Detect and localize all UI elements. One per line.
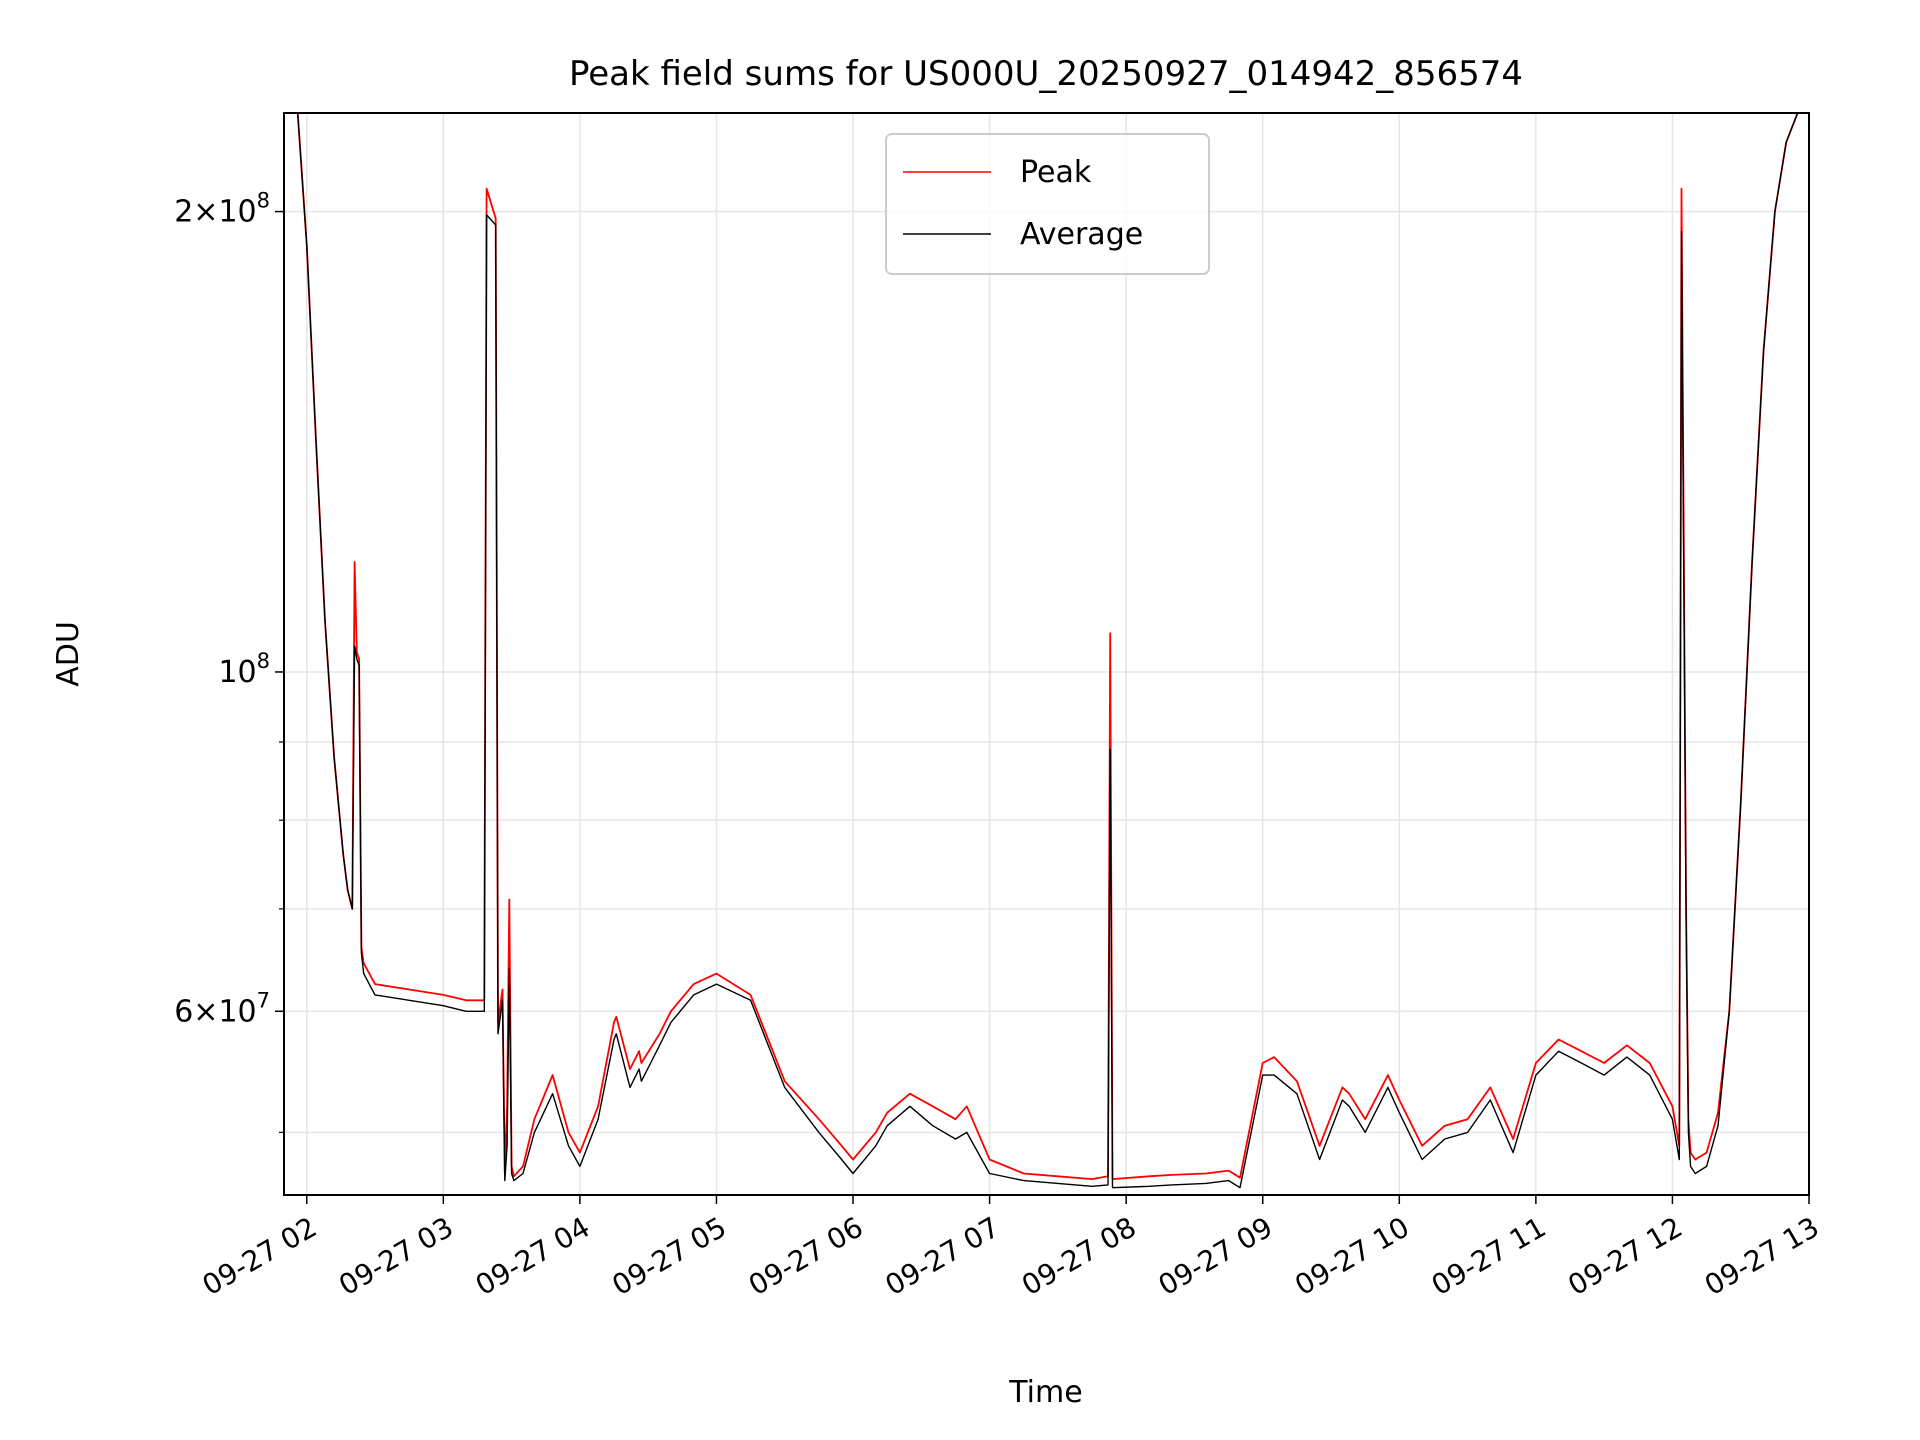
legend-label-average: Average <box>1020 217 1143 252</box>
series-layer <box>284 113 1809 1189</box>
x-axis-label: Time <box>1008 1375 1082 1410</box>
y-axis-label: ADU <box>51 621 86 687</box>
y-tick-label: 6×107 <box>174 988 270 1029</box>
legend-box <box>885 133 1210 275</box>
legend: Peak Average <box>885 133 1210 275</box>
plot-frame <box>283 112 1810 1196</box>
series-line-peak <box>284 113 1809 1180</box>
y-tick-label: 2×108 <box>174 189 270 230</box>
y-tick-label: 108 <box>218 649 270 690</box>
grid-lines <box>284 113 1810 1195</box>
chart-title: Peak field sums for US000U_20250927_0149… <box>569 54 1523 94</box>
legend-label-peak: Peak <box>1020 155 1092 190</box>
series-line-average <box>284 113 1809 1189</box>
